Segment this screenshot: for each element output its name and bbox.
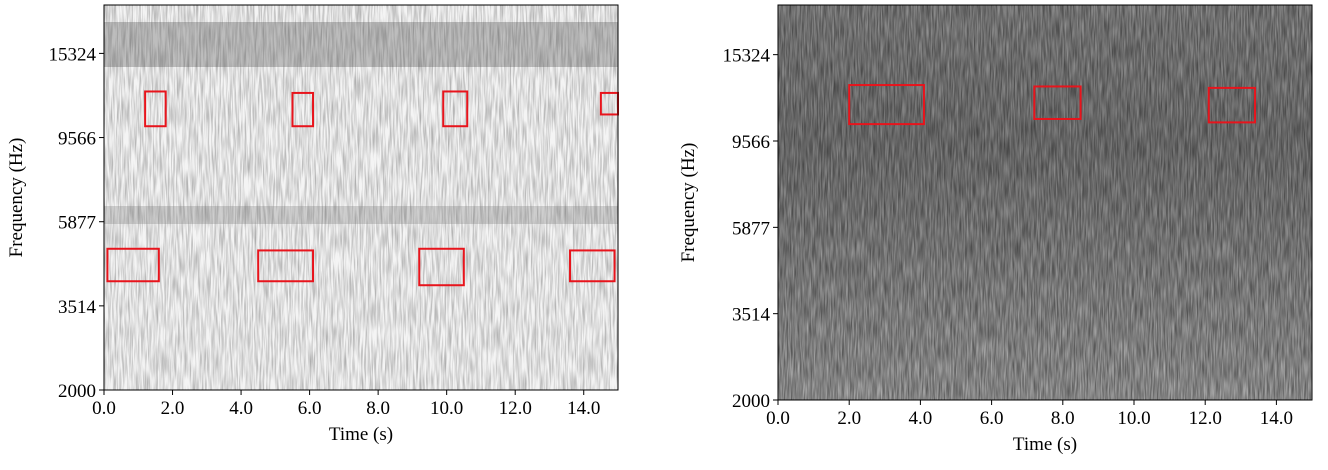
x-tick-label: 8.0 <box>366 398 390 419</box>
x-tick-label: 0.0 <box>92 398 116 419</box>
annotation-box <box>1207 86 1257 124</box>
spectrogram-right-background <box>778 5 1312 400</box>
x-tick-label: 2.0 <box>837 408 861 429</box>
y-axis-label: Frequency (Hz) <box>6 138 27 258</box>
x-tick-label: 4.0 <box>909 408 933 429</box>
annotation-box <box>257 249 315 283</box>
annotation-box <box>106 247 160 283</box>
y-tick-label: 3514 <box>58 297 97 318</box>
x-tick-label: 0.0 <box>766 408 790 429</box>
x-tick-label: 12.0 <box>1189 408 1222 429</box>
spectrogram-left-background <box>104 5 618 390</box>
x-axis-label: Time (s) <box>329 424 393 445</box>
x-tick-label: 10.0 <box>430 398 463 419</box>
y-tick-label: 3514 <box>732 305 771 326</box>
y-tick-label: 2000 <box>732 391 770 412</box>
x-tick-label: 10.0 <box>1117 408 1150 429</box>
y-tick-label: 9566 <box>58 129 96 150</box>
x-tick-label: 14.0 <box>1260 408 1293 429</box>
x-tick-label: 12.0 <box>499 398 532 419</box>
x-axis-label: Time (s) <box>1013 434 1077 455</box>
y-tick-label: 9566 <box>732 132 770 153</box>
annotation-box <box>1033 85 1082 120</box>
annotation-box <box>418 247 465 287</box>
charts: 0.0 2.0 4.0 6.0 8.0 10.0 12.0 14.0 2000 3514 5877 9… <box>6 4 1313 455</box>
x-tick-label: 8.0 <box>1051 408 1075 429</box>
annotation-box <box>144 90 167 128</box>
x-tick-label: 2.0 <box>161 398 185 419</box>
x-tick-label: 6.0 <box>980 408 1004 429</box>
plot-frame <box>103 4 619 391</box>
y-tick-label: 2000 <box>58 381 96 402</box>
annotation-box <box>569 249 616 283</box>
annotation-box <box>291 91 315 128</box>
y-tick-label: 5877 <box>732 218 770 239</box>
annotation-box <box>442 90 469 128</box>
x-tick-label: 14.0 <box>567 398 600 419</box>
y-tick-label: 15324 <box>49 44 97 65</box>
annotation-box <box>848 84 925 126</box>
x-tick-label: 4.0 <box>229 398 253 419</box>
y-axis-label: Frequency (Hz) <box>678 143 699 263</box>
x-tick-label: 6.0 <box>298 398 322 419</box>
plot-frame <box>777 4 1313 401</box>
y-tick-label: 15324 <box>723 46 771 67</box>
y-tick-label: 5877 <box>58 213 96 234</box>
